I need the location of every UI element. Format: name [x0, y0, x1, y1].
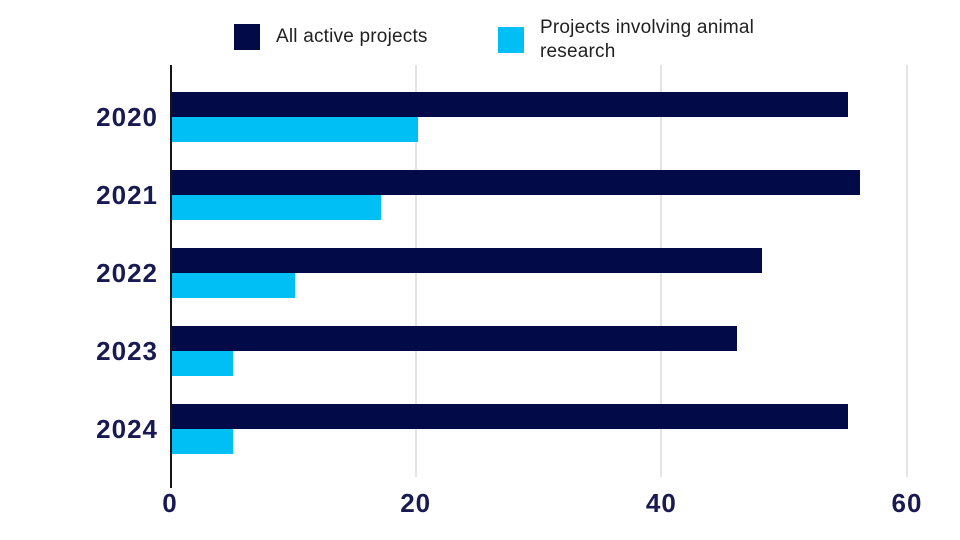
category-label-2024: 2024: [96, 414, 158, 444]
legend-item-animal-research: Projects involving animal research: [498, 16, 790, 64]
bar-2020-all-active-projects: [172, 92, 848, 117]
bar-2022-all-active-projects: [172, 248, 762, 273]
legend-label-all-active-projects: All active projects: [276, 26, 428, 47]
bar-2023-all-active-projects: [172, 326, 738, 351]
y-axis-line: [170, 65, 172, 488]
bar-2023-projects-involving-animal-research: [172, 351, 234, 376]
bar-2020-projects-involving-animal-research: [172, 117, 418, 142]
legend-item-all-active-projects: All active projects: [234, 24, 428, 50]
bar-2021-projects-involving-animal-research: [172, 195, 381, 220]
bar-2021-all-active-projects: [172, 170, 860, 195]
category-label-2022: 2022: [96, 258, 158, 288]
legend-swatch-navy: [234, 24, 260, 50]
category-label-2021: 2021: [96, 180, 158, 210]
category-label-2020: 2020: [96, 102, 158, 132]
bar-2024-all-active-projects: [172, 404, 848, 429]
x-tick-label-20: 20: [400, 488, 432, 518]
legend-label-animal-research: Projects involving animal research: [540, 17, 755, 62]
gridline-x-60: [906, 65, 908, 477]
bar-2024-projects-involving-animal-research: [172, 429, 234, 454]
x-tick-label-40: 40: [645, 488, 677, 518]
bar-2022-projects-involving-animal-research: [172, 273, 295, 298]
x-tick-label-0: 0: [162, 488, 178, 518]
x-tick-label-60: 60: [891, 488, 923, 518]
plot-area: [170, 65, 908, 488]
category-label-2023: 2023: [96, 336, 158, 366]
legend-swatch-cyan: [498, 27, 524, 53]
